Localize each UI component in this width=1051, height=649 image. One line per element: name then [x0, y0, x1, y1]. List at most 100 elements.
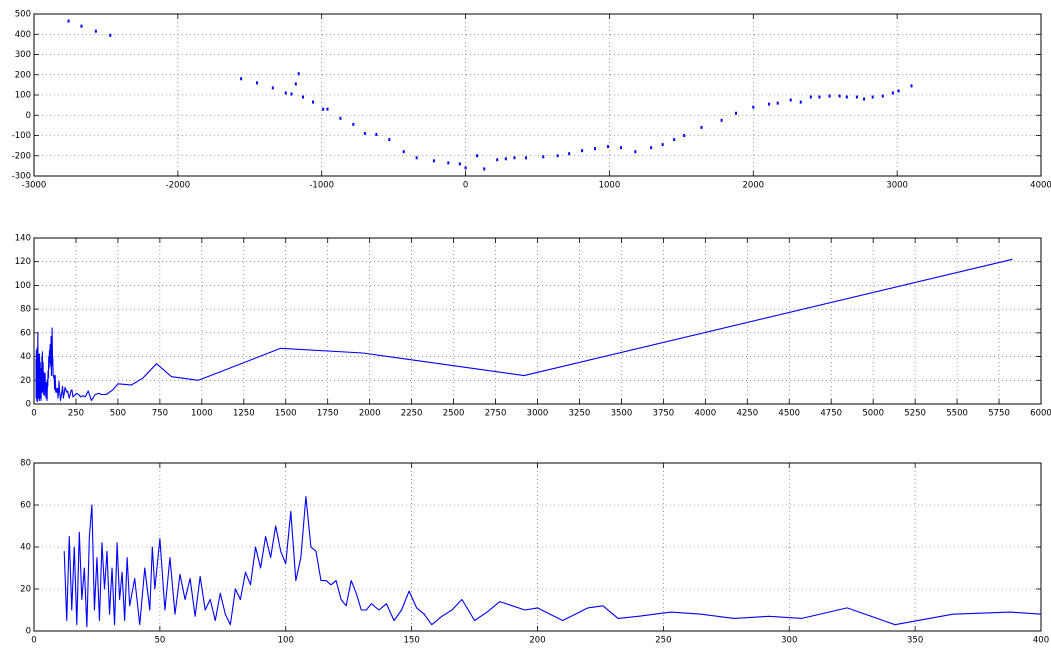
- x-tick-label: 1500: [275, 409, 297, 419]
- point: [720, 118, 723, 122]
- x-tick-label: 4000: [1030, 181, 1051, 191]
- y-tick-label: 300: [15, 50, 31, 60]
- point: [402, 150, 405, 154]
- point: [818, 95, 821, 99]
- point: [504, 157, 507, 161]
- point: [363, 131, 366, 135]
- point: [606, 145, 609, 149]
- point: [897, 89, 900, 93]
- x-tick-label: 4750: [820, 409, 842, 419]
- point: [855, 95, 858, 99]
- point: [271, 86, 274, 90]
- x-tick-label: 250: [655, 636, 671, 646]
- point: [524, 156, 527, 160]
- x-tick-label: 250: [68, 409, 84, 419]
- y-tick-label: -200: [12, 151, 31, 161]
- point: [284, 91, 287, 95]
- point: [683, 134, 686, 137]
- x-tick-label: 5250: [904, 409, 926, 419]
- point: [80, 24, 83, 28]
- y-tick-label: -300: [12, 172, 31, 182]
- x-tick-label: -3000: [22, 181, 47, 191]
- y-tick-label: 0: [26, 111, 31, 121]
- subplot: 0 50 100 150 200 250 300 350 400 0 20 40 60 80: [20, 459, 1049, 646]
- x-tick-label: 2000: [742, 181, 764, 191]
- point: [297, 72, 300, 76]
- point: [255, 81, 258, 85]
- x-tick-label: 200: [529, 636, 545, 646]
- point: [432, 159, 435, 163]
- x-tick-label: 2250: [401, 409, 423, 419]
- data-line: [63, 496, 1042, 628]
- axes-frame: [33, 237, 1042, 405]
- y-tick-label: -100: [12, 131, 31, 141]
- y-tick-label: 120: [15, 257, 31, 267]
- point: [388, 138, 391, 142]
- point: [294, 82, 297, 86]
- point: [700, 125, 703, 129]
- x-tick-label: 1750: [317, 409, 339, 419]
- x-tick-label: 5500: [946, 409, 968, 419]
- point: [290, 92, 293, 96]
- point: [556, 154, 559, 158]
- y-tick-label: 0: [26, 627, 31, 637]
- x-tick-label: 1000: [599, 181, 621, 191]
- y-tick-label: 100: [15, 91, 31, 101]
- point: [464, 166, 467, 170]
- x-tick-label: 2000: [359, 409, 381, 419]
- subplot: 0 250 500 750 1000 1250 1500 1750 2000 2250 2500 27…: [15, 234, 1051, 419]
- x-tick-label: 0: [463, 181, 468, 191]
- point: [799, 100, 802, 104]
- point: [513, 156, 516, 160]
- y-tick-label: 80: [20, 305, 31, 315]
- x-tick-label: 350: [907, 636, 923, 646]
- y-tick-label: 0: [26, 400, 31, 410]
- x-tick-label: 0: [31, 409, 36, 419]
- x-tick-label: 2750: [485, 409, 507, 419]
- point: [339, 116, 342, 120]
- point: [109, 33, 112, 37]
- point: [789, 98, 792, 102]
- x-tick-label: 500: [110, 409, 126, 419]
- y-tick-label: 20: [20, 585, 31, 595]
- x-tick-label: 6000: [1030, 409, 1051, 419]
- point: [891, 91, 894, 95]
- x-tick-label: 750: [152, 409, 168, 419]
- point: [661, 143, 664, 147]
- y-tick-label: 80: [20, 459, 31, 469]
- point: [483, 167, 486, 171]
- point: [375, 132, 378, 136]
- x-tick-label: -2000: [166, 181, 191, 191]
- point: [863, 97, 866, 101]
- y-tick-label: 40: [20, 352, 31, 362]
- axes-frame: [33, 462, 1042, 632]
- point: [809, 95, 812, 99]
- x-tick-label: 3250: [569, 409, 591, 419]
- point: [476, 154, 479, 158]
- point: [619, 146, 622, 150]
- x-tick-label: 3000: [527, 409, 549, 419]
- x-tick-label: 100: [278, 636, 294, 646]
- point: [67, 19, 70, 23]
- point: [581, 149, 584, 153]
- subplot: -3000 -2000 -1000 0 1000 2000 3000 4000-300-200…: [12, 10, 1051, 191]
- x-tick-label: 1250: [233, 409, 255, 419]
- x-tick-label: 4500: [778, 409, 800, 419]
- point: [634, 150, 637, 154]
- point: [776, 101, 779, 105]
- point: [322, 107, 325, 111]
- y-tick-label: 140: [15, 234, 31, 244]
- point: [871, 95, 874, 99]
- y-tick-label: 100: [15, 281, 31, 291]
- x-tick-label: 400: [1033, 636, 1049, 646]
- point: [828, 94, 831, 98]
- x-tick-label: 300: [781, 636, 797, 646]
- point: [302, 95, 305, 99]
- x-tick-label: 1000: [191, 409, 213, 419]
- point: [240, 77, 243, 81]
- point: [838, 94, 841, 98]
- y-tick-label: 400: [15, 30, 31, 40]
- x-tick-label: 3500: [611, 409, 633, 419]
